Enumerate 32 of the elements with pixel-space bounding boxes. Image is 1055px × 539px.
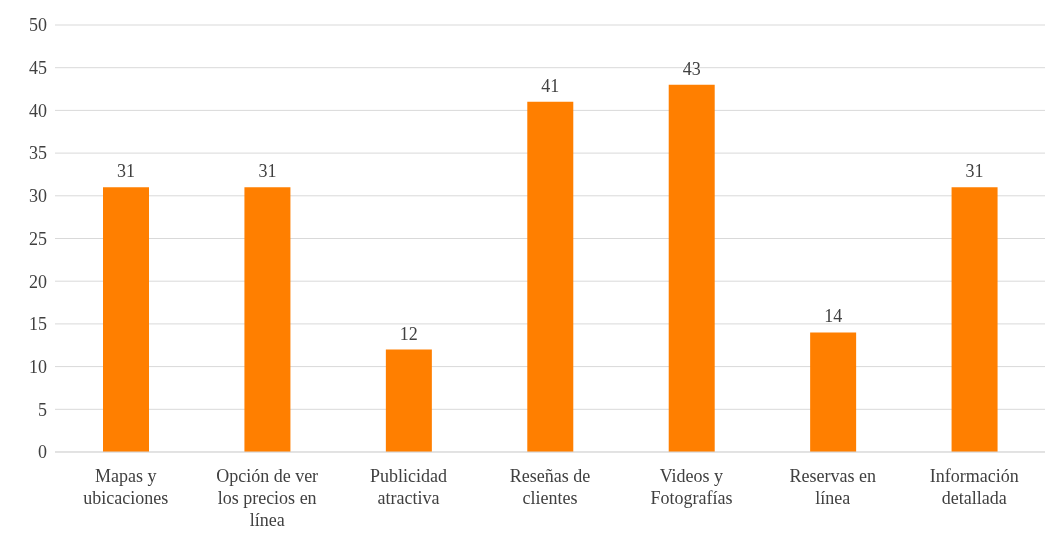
bar xyxy=(668,84,715,452)
y-tick-label: 10 xyxy=(29,356,47,377)
data-label: 14 xyxy=(824,306,843,327)
bar xyxy=(244,187,291,452)
y-tick-label: 30 xyxy=(29,186,47,207)
y-tick-label: 45 xyxy=(29,58,47,79)
bar xyxy=(951,187,998,452)
data-label: 12 xyxy=(399,323,418,344)
data-label: 43 xyxy=(682,58,701,79)
y-tick-label: 25 xyxy=(29,228,47,249)
x-tick-label: Videos y Fotografías xyxy=(650,466,733,508)
y-tick-label: 5 xyxy=(38,399,47,420)
y-tick-label: 0 xyxy=(38,442,47,463)
y-tick-label: 40 xyxy=(29,100,47,121)
x-tick-label: Reseñas de clientes xyxy=(509,466,591,508)
bar xyxy=(527,101,574,452)
data-label: 31 xyxy=(965,161,984,182)
x-tick-label: Opción de ver los precios en línea xyxy=(216,466,319,530)
data-label: 41 xyxy=(541,75,560,96)
y-tick-label: 50 xyxy=(29,15,47,36)
x-tick-label: Publicidad atractiva xyxy=(370,466,448,508)
bar xyxy=(385,349,432,452)
y-tick-label: 35 xyxy=(29,143,47,164)
x-tick-label: Reservas en línea xyxy=(789,466,877,508)
x-tick-label: Información detallada xyxy=(929,466,1019,508)
y-tick-label: 20 xyxy=(29,271,47,292)
data-label: 31 xyxy=(117,161,135,182)
y-tick-label: 15 xyxy=(29,314,47,335)
bar xyxy=(810,332,857,452)
data-label: 31 xyxy=(258,161,277,182)
bar xyxy=(103,187,149,452)
x-tick-label: Mapas y ubicaciones xyxy=(83,466,169,508)
